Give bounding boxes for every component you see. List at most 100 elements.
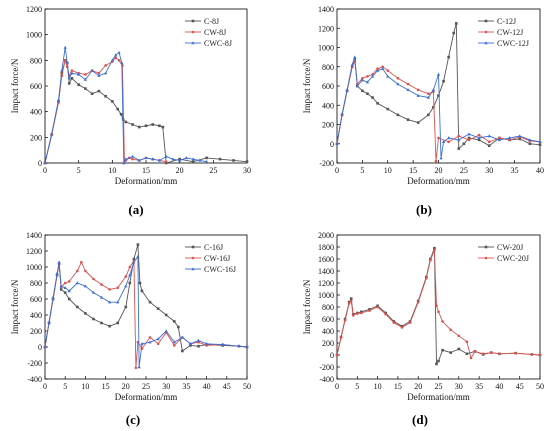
data-point xyxy=(144,124,148,128)
data-point xyxy=(70,71,74,75)
data-point xyxy=(218,157,222,161)
x-tick-label: 10 xyxy=(81,382,89,391)
data-point xyxy=(416,88,420,92)
y-tick-label: 800 xyxy=(322,63,334,72)
y-axis-title: Impact force/N xyxy=(10,279,20,334)
data-point xyxy=(124,157,128,161)
data-point xyxy=(245,160,249,164)
y-axis-title: Impact force/N xyxy=(302,58,312,113)
data-point xyxy=(205,159,209,163)
data-point xyxy=(386,74,390,78)
data-point xyxy=(57,260,61,264)
data-point xyxy=(110,58,114,62)
y-tick-label: -200 xyxy=(319,363,334,372)
data-point xyxy=(140,342,144,345)
data-point xyxy=(427,92,430,95)
y-tick-label: 1200 xyxy=(318,24,334,33)
data-point xyxy=(237,344,241,348)
data-point xyxy=(161,125,165,129)
data-point xyxy=(508,138,511,142)
data-point xyxy=(99,295,104,299)
x-axis-title: Deformation/mm xyxy=(115,176,178,186)
legend-marker xyxy=(484,30,488,34)
data-point xyxy=(63,45,67,49)
x-tick-label: 50 xyxy=(243,382,251,391)
data-point xyxy=(371,96,374,99)
legend-marker xyxy=(484,19,488,23)
x-axis-title: Deformation/mm xyxy=(115,392,178,402)
data-point xyxy=(381,65,384,69)
x-tick-label: 15 xyxy=(102,382,110,391)
data-point xyxy=(465,352,469,356)
data-point xyxy=(467,132,471,136)
data-point xyxy=(489,351,493,354)
data-point xyxy=(90,68,94,72)
data-point xyxy=(343,318,347,322)
data-point xyxy=(70,69,74,72)
data-point xyxy=(376,102,379,105)
data-point xyxy=(481,352,485,356)
x-tick-label: 5 xyxy=(77,166,81,175)
data-point xyxy=(447,140,450,144)
y-tick-label: 200 xyxy=(322,121,334,130)
data-point xyxy=(56,98,61,102)
data-point xyxy=(97,89,101,93)
x-tick-label: 50 xyxy=(536,382,544,391)
x-tick-label: 10 xyxy=(108,166,116,175)
data-point xyxy=(184,156,188,160)
y-tick-label: 1400 xyxy=(318,267,334,276)
x-tick-label: 35 xyxy=(475,382,483,391)
data-point xyxy=(76,269,79,273)
data-point xyxy=(351,314,355,317)
x-tick-label: 0 xyxy=(335,166,339,175)
data-point xyxy=(356,312,359,315)
legend-label: CW-16J xyxy=(204,254,230,263)
data-point xyxy=(434,159,438,163)
x-tick-label: 25 xyxy=(460,166,468,175)
data-point xyxy=(136,243,140,246)
y-tick-label: 2000 xyxy=(318,231,334,240)
data-point xyxy=(518,137,521,141)
data-point xyxy=(245,345,249,349)
data-point xyxy=(487,140,491,144)
y-tick-label: 1800 xyxy=(318,243,334,252)
x-tick-label: 35 xyxy=(182,382,190,391)
data-point xyxy=(396,77,400,80)
data-point xyxy=(104,94,107,98)
data-point xyxy=(538,143,542,147)
x-tick-label: 40 xyxy=(495,382,503,391)
data-point xyxy=(43,161,47,165)
data-point xyxy=(43,345,47,349)
x-tick-label: 25 xyxy=(142,382,150,391)
data-point xyxy=(425,276,428,280)
y-tick-label: 0 xyxy=(330,351,334,360)
x-tick-label: 30 xyxy=(243,166,251,175)
data-point xyxy=(55,271,59,275)
data-point xyxy=(441,140,446,144)
chart-panel-1: 0 5 10 15 20 25 30 0 200 400 600 800 1000 1200 Deforma… xyxy=(10,5,251,217)
data-point xyxy=(416,121,420,124)
data-point xyxy=(111,100,114,103)
data-point xyxy=(431,88,436,92)
data-point xyxy=(83,284,87,288)
x-tick-label: 15 xyxy=(142,166,150,175)
data-point xyxy=(172,320,176,323)
x-tick-label: 30 xyxy=(162,382,170,391)
data-point xyxy=(151,157,155,161)
data-point xyxy=(116,321,120,325)
data-point xyxy=(396,82,400,86)
x-tick-label: 20 xyxy=(414,382,422,391)
legend-label: CWC-8J xyxy=(204,39,232,48)
data-point xyxy=(198,158,202,162)
data-point xyxy=(360,311,363,315)
data-point xyxy=(366,92,369,95)
data-point xyxy=(137,158,141,162)
y-tick-label: 800 xyxy=(30,279,42,288)
data-point xyxy=(487,144,491,147)
data-point xyxy=(164,329,168,333)
data-point xyxy=(355,84,359,88)
data-point xyxy=(427,113,430,117)
legend-marker xyxy=(484,256,488,260)
data-point xyxy=(47,320,51,324)
data-point xyxy=(350,63,354,67)
